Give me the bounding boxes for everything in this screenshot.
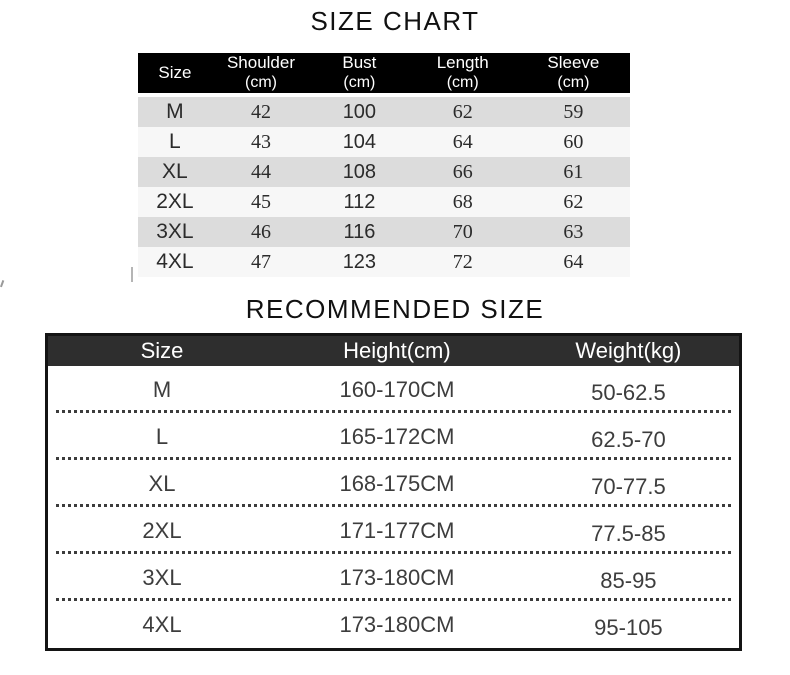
table-row: M 160-170CM 50-62.5 — [48, 366, 739, 413]
column-header-bust: Bust (cm) — [310, 53, 409, 97]
column-header-sleeve: Sleeve (cm) — [516, 53, 630, 97]
column-header-height: Height(cm) — [343, 338, 451, 363]
size-cell: L — [169, 130, 181, 153]
height-cell: 173-180CM — [339, 564, 455, 590]
size-chart-section: Size Shoulder (cm) Bust (cm) Length (cm) Sl… — [138, 53, 630, 277]
bust-cell: 112 — [343, 190, 376, 213]
table-row: 4XL 47 123 72 64 — [138, 247, 630, 277]
column-header-weight: Weight(kg) — [575, 338, 682, 363]
size-cell: 4XL — [142, 611, 182, 637]
recommended-header-row: Size Height(cm) Weight(kg) — [48, 336, 739, 366]
weight-cell: 77.5-85 — [591, 520, 666, 546]
size-cell: 3XL — [142, 564, 182, 590]
shoulder-cell: 42 — [250, 100, 271, 123]
length-cell: 72 — [452, 250, 473, 273]
bust-cell: 123 — [342, 250, 377, 273]
size-chart-header-row: Size Shoulder (cm) Bust (cm) Length (cm) Sl… — [138, 53, 630, 97]
size-cell: XL — [162, 160, 188, 183]
length-cell: 62 — [452, 100, 473, 123]
bust-cell: 108 — [342, 160, 377, 183]
column-header-label: Size — [158, 63, 192, 82]
length-cell: 70 — [452, 220, 473, 243]
size-cell: 2XL — [142, 517, 182, 543]
shoulder-cell: 46 — [250, 220, 271, 243]
column-header-label: Sleeve — [547, 53, 600, 72]
table-row: XL 44 108 66 61 — [138, 157, 630, 187]
table-row: L 165-172CM 62.5-70 — [48, 413, 739, 460]
weight-cell: 62.5-70 — [591, 426, 666, 452]
sleeve-cell: 60 — [563, 130, 584, 153]
weight-cell: 95-105 — [594, 614, 663, 640]
column-header-unit: (cm) — [343, 74, 376, 91]
column-header-unit: (cm) — [245, 74, 277, 91]
column-header-unit: (cm) — [446, 74, 479, 91]
column-header-length: Length (cm) — [408, 53, 517, 97]
stray-mark — [131, 267, 133, 282]
size-cell: 4XL — [156, 250, 194, 273]
sleeve-cell: 59 — [563, 100, 584, 123]
size-cell: XL — [148, 470, 176, 496]
length-cell: 64 — [452, 130, 473, 153]
size-cell: M — [166, 100, 184, 123]
recommended-size-table: Size Height(cm) Weight(kg) M 160-170CM 5… — [45, 333, 742, 651]
column-header-shoulder: Shoulder (cm) — [211, 53, 311, 97]
shoulder-cell: 43 — [250, 130, 271, 153]
size-chart-table: Size Shoulder (cm) Bust (cm) Length (cm) Sl… — [138, 53, 630, 277]
table-row: 3XL 173-180CM 85-95 — [48, 554, 739, 601]
weight-cell: 70-77.5 — [591, 473, 666, 499]
shoulder-cell: 44 — [250, 160, 271, 183]
column-header-size: Size — [138, 53, 212, 97]
table-row: 2XL 45 112 68 62 — [138, 187, 630, 217]
sleeve-cell: 62 — [563, 190, 584, 213]
shoulder-cell: 47 — [250, 250, 271, 273]
shoulder-cell: 45 — [250, 190, 271, 213]
size-cell: M — [152, 376, 172, 402]
sleeve-cell: 61 — [563, 160, 584, 183]
table-row: M 42 100 62 59 — [138, 95, 630, 127]
recommended-size-title: RECOMMENDED SIZE — [245, 294, 545, 324]
height-cell: 173-180CM — [339, 611, 455, 637]
table-row: XL 168-175CM 70-77.5 — [48, 460, 739, 507]
height-cell: 160-170CM — [339, 376, 455, 402]
table-row: 2XL 171-177CM 77.5-85 — [48, 507, 739, 554]
size-cell: 2XL — [156, 190, 194, 213]
column-header-label: Length — [436, 53, 489, 72]
column-header-label: Shoulder — [226, 53, 296, 72]
bust-cell: 116 — [343, 220, 376, 243]
stray-mark — [0, 280, 9, 289]
size-cell: L — [155, 423, 169, 449]
bust-cell: 100 — [342, 100, 377, 123]
sleeve-cell: 63 — [563, 220, 584, 243]
table-row: 4XL 173-180CM 95-105 — [48, 601, 739, 648]
column-header-unit: (cm) — [557, 74, 590, 91]
height-cell: 168-175CM — [339, 470, 455, 496]
weight-cell: 85-95 — [600, 567, 657, 593]
weight-cell: 50-62.5 — [591, 379, 666, 405]
column-header-size: Size — [140, 338, 184, 363]
length-cell: 68 — [452, 190, 473, 213]
size-chart-title: SIZE CHART — [310, 6, 480, 36]
column-header-label: Bust — [342, 53, 377, 72]
size-cell: 3XL — [156, 220, 194, 243]
table-row: L 43 104 64 60 — [138, 127, 630, 157]
height-cell: 165-172CM — [339, 423, 455, 449]
height-cell: 171-177CM — [339, 517, 455, 543]
sleeve-cell: 64 — [563, 250, 584, 273]
table-row: 3XL 46 116 70 63 — [138, 217, 630, 247]
length-cell: 66 — [452, 160, 473, 183]
bust-cell: 104 — [342, 130, 377, 153]
